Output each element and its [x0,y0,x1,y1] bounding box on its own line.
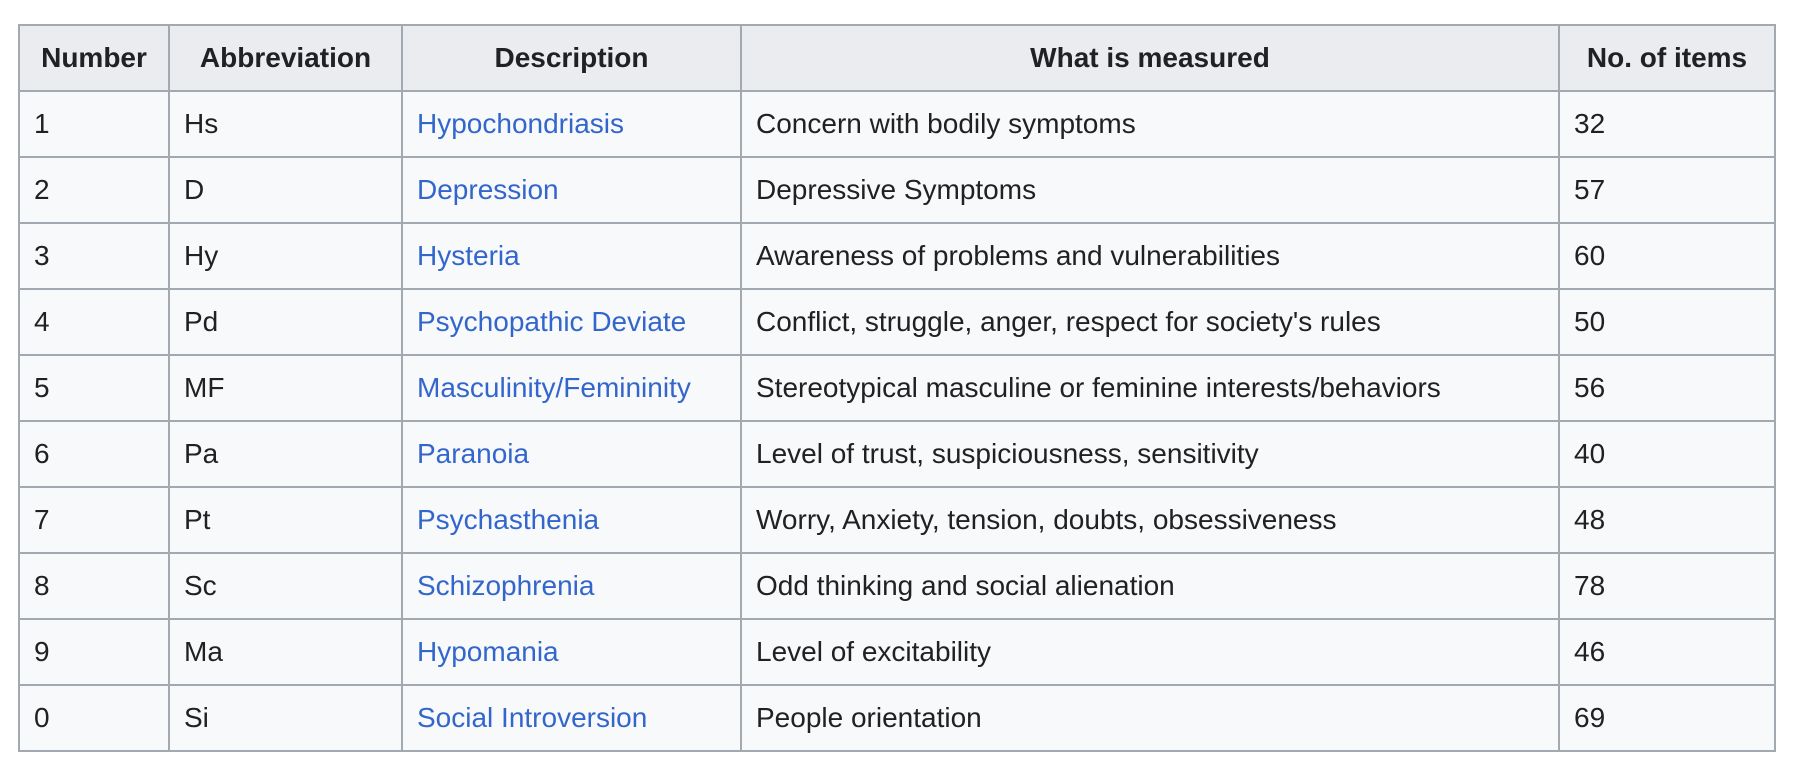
column-header-items: No. of items [1558,24,1776,92]
number-cell: 3 [18,222,170,290]
table-row: 5 MF Masculinity/Femininity Stereotypica… [18,354,1776,422]
measured-cell: Conflict, struggle, anger, respect for s… [740,288,1560,356]
header-row: Number Abbreviation Description What is … [18,24,1776,92]
table-row: 7 Pt Psychasthenia Worry, Anxiety, tensi… [18,486,1776,554]
abbreviation-cell: Sc [168,552,403,620]
items-cell: 32 [1558,90,1776,158]
items-cell: 46 [1558,618,1776,686]
abbreviation-cell: Si [168,684,403,752]
table-row: 6 Pa Paranoia Level of trust, suspicious… [18,420,1776,488]
abbreviation-cell: MF [168,354,403,422]
measured-cell: Odd thinking and social alienation [740,552,1560,620]
mmpi-clinical-scales-table: Number Abbreviation Description What is … [18,24,1776,752]
items-cell: 56 [1558,354,1776,422]
table-body: 1 Hs Hypochondriasis Concern with bodily… [18,90,1776,752]
measured-cell: People orientation [740,684,1560,752]
measured-cell: Level of trust, suspiciousness, sensitiv… [740,420,1560,488]
items-cell: 69 [1558,684,1776,752]
description-link[interactable]: Depression [417,174,559,205]
column-header-number: Number [18,24,170,92]
measured-cell: Level of excitability [740,618,1560,686]
description-link[interactable]: Paranoia [417,438,530,469]
items-cell: 40 [1558,420,1776,488]
items-cell: 48 [1558,486,1776,554]
description-cell: Social Introversion [401,684,742,752]
measured-cell: Awareness of problems and vulnerabilitie… [740,222,1560,290]
description-cell: Paranoia [401,420,742,488]
abbreviation-cell: Hy [168,222,403,290]
column-header-description: Description [401,24,742,92]
description-cell: Hypochondriasis [401,90,742,158]
measured-cell: Concern with bodily symptoms [740,90,1560,158]
number-cell: 4 [18,288,170,356]
description-link[interactable]: Hypochondriasis [417,108,624,139]
description-link[interactable]: Psychopathic Deviate [417,306,687,337]
description-cell: Hysteria [401,222,742,290]
number-cell: 6 [18,420,170,488]
abbreviation-cell: Pt [168,486,403,554]
description-link[interactable]: Social Introversion [417,702,648,733]
number-cell: 9 [18,618,170,686]
number-cell: 8 [18,552,170,620]
number-cell: 1 [18,90,170,158]
table-row: 0 Si Social Introversion People orientat… [18,684,1776,752]
items-cell: 78 [1558,552,1776,620]
description-cell: Psychasthenia [401,486,742,554]
description-link[interactable]: Hysteria [417,240,520,271]
items-cell: 50 [1558,288,1776,356]
measured-cell: Stereotypical masculine or feminine inte… [740,354,1560,422]
items-cell: 60 [1558,222,1776,290]
abbreviation-cell: Hs [168,90,403,158]
description-cell: Masculinity/Femininity [401,354,742,422]
number-cell: 0 [18,684,170,752]
table-row: 8 Sc Schizophrenia Odd thinking and soci… [18,552,1776,620]
abbreviation-cell: D [168,156,403,224]
table-row: 1 Hs Hypochondriasis Concern with bodily… [18,90,1776,158]
table-row: 2 D Depression Depressive Symptoms 57 [18,156,1776,224]
description-cell: Hypomania [401,618,742,686]
description-cell: Schizophrenia [401,552,742,620]
number-cell: 5 [18,354,170,422]
table-row: 3 Hy Hysteria Awareness of problems and … [18,222,1776,290]
column-header-measured: What is measured [740,24,1560,92]
measured-cell: Worry, Anxiety, tension, doubts, obsessi… [740,486,1560,554]
description-link[interactable]: Masculinity/Femininity [417,372,691,403]
abbreviation-cell: Ma [168,618,403,686]
table-row: 9 Ma Hypomania Level of excitability 46 [18,618,1776,686]
description-link[interactable]: Psychasthenia [417,504,600,535]
column-header-abbreviation: Abbreviation [168,24,403,92]
description-cell: Depression [401,156,742,224]
abbreviation-cell: Pd [168,288,403,356]
number-cell: 2 [18,156,170,224]
description-link[interactable]: Schizophrenia [417,570,595,601]
description-link[interactable]: Hypomania [417,636,559,667]
table-header: Number Abbreviation Description What is … [18,24,1776,92]
description-cell: Psychopathic Deviate [401,288,742,356]
items-cell: 57 [1558,156,1776,224]
abbreviation-cell: Pa [168,420,403,488]
table-row: 4 Pd Psychopathic Deviate Conflict, stru… [18,288,1776,356]
measured-cell: Depressive Symptoms [740,156,1560,224]
number-cell: 7 [18,486,170,554]
